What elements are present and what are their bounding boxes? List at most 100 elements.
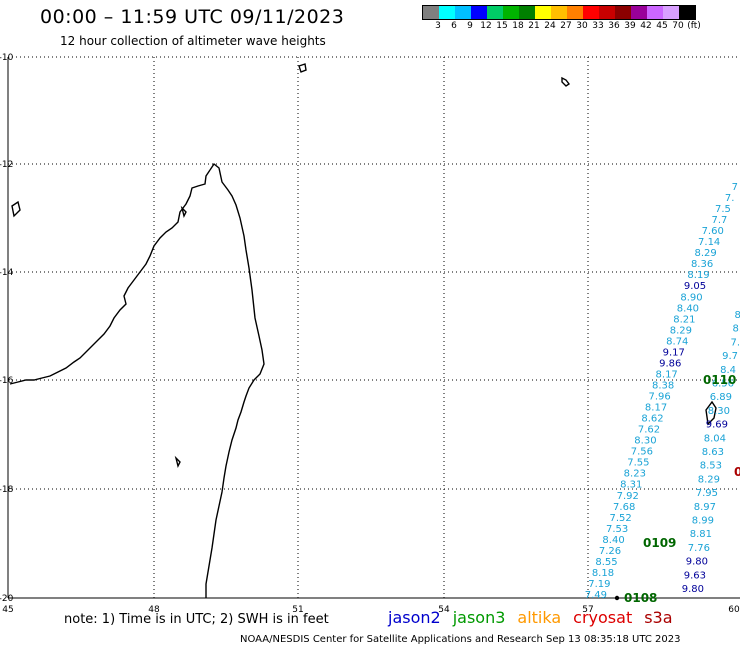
wave-height-value: 7.5 bbox=[715, 204, 731, 215]
colorbar-label: 9 bbox=[467, 21, 473, 31]
colorbar-swatch bbox=[503, 6, 519, 19]
longitude-tick-label: 54 bbox=[438, 605, 450, 615]
colorbar-swatch bbox=[551, 6, 567, 19]
wave-height-value: 8.53 bbox=[700, 461, 722, 472]
wave-height-value: 8. bbox=[734, 310, 740, 321]
wave-height-value: 8.40 bbox=[677, 303, 699, 314]
wave-height-value: 9.63 bbox=[684, 570, 706, 581]
wave-height-value: 8.04 bbox=[704, 433, 726, 444]
colorbar-label: 70 bbox=[672, 21, 684, 31]
wave-height-value: 7.49 bbox=[585, 590, 607, 601]
colorbar-swatch bbox=[583, 6, 599, 19]
wave-height-value: 8.17 bbox=[656, 369, 678, 380]
wave-height-value: 9.69 bbox=[706, 420, 728, 431]
colorbar-swatch bbox=[615, 6, 631, 19]
wave-height-value: 8.23 bbox=[624, 469, 646, 480]
colorbar-label: 39 bbox=[624, 21, 636, 31]
colorbar-label: 6 bbox=[451, 21, 457, 31]
wave-height-value: 8.63 bbox=[702, 447, 724, 458]
map-title: 00:00 – 11:59 UTC 09/11/2023 bbox=[40, 6, 345, 28]
wave-height-value: 6.89 bbox=[710, 392, 732, 403]
colorbar-swatch bbox=[631, 6, 647, 19]
wave-height-value: 7.53 bbox=[606, 524, 628, 535]
wave-height-value: 8.62 bbox=[641, 414, 663, 425]
satellite-legend-item: jason2 bbox=[388, 608, 441, 627]
wave-height-value: 8.40 bbox=[602, 535, 624, 546]
wave-height-value: 6.56 bbox=[712, 379, 734, 390]
pass-time-label: 0109 bbox=[643, 536, 676, 550]
wave-height-value: 8.30 bbox=[708, 406, 730, 417]
colorbar-label: 3 bbox=[435, 21, 441, 31]
satellite-legend-item: cryosat bbox=[573, 608, 633, 627]
colorbar-label: 15 bbox=[496, 21, 508, 31]
wave-height-value: 9.80 bbox=[686, 557, 708, 568]
wave-height-value: 9.05 bbox=[684, 281, 706, 292]
colorbar-label: 36 bbox=[608, 21, 620, 31]
wave-height-value: 8.29 bbox=[694, 248, 716, 259]
satellite-legend-item: altika bbox=[517, 608, 562, 627]
wave-height-value: 8.38 bbox=[652, 380, 674, 391]
wave-height-value: 8.29 bbox=[698, 474, 720, 485]
colorbar-swatch bbox=[423, 6, 439, 19]
wave-height-value: 8.55 bbox=[595, 557, 617, 568]
wave-height-value: 8.30 bbox=[634, 436, 656, 447]
wave-height-value: 8.17 bbox=[645, 403, 667, 414]
wave-height-value: 7.7 bbox=[711, 215, 727, 226]
colorbar-label: 27 bbox=[560, 21, 572, 31]
track-start-marker bbox=[614, 595, 620, 601]
wave-height-value: 7. bbox=[730, 337, 740, 348]
wave-height-value: 7.95 bbox=[696, 488, 718, 499]
colorbar-swatch bbox=[471, 6, 487, 19]
wave-height-value: 8.90 bbox=[680, 292, 702, 303]
latitude-tick-label: -16 bbox=[0, 376, 14, 386]
colorbar-swatch bbox=[567, 6, 583, 19]
wave-height-value: 7.76 bbox=[688, 543, 710, 554]
colorbar-swatch bbox=[679, 6, 695, 19]
wave-height-value: 8.29 bbox=[670, 325, 692, 336]
wave-height-value: 8.97 bbox=[694, 502, 716, 513]
latitude-tick-label: -18 bbox=[0, 485, 14, 495]
longitude-tick-label: 57 bbox=[582, 605, 593, 615]
latitude-tick-label: -20 bbox=[0, 594, 14, 604]
pass-time-label: 0108 bbox=[624, 591, 657, 605]
longitude-tick-label: 60 bbox=[728, 605, 740, 615]
colorbar-label: 12 bbox=[480, 21, 492, 31]
colorbar-swatch bbox=[599, 6, 615, 19]
wave-height-value: 7.60 bbox=[702, 226, 724, 237]
wave-height-value: 7 bbox=[732, 182, 738, 193]
pass-time-labels: 0108 0109 0110 0 bbox=[614, 373, 740, 605]
colorbar-label: 45 bbox=[656, 21, 668, 31]
colorbar-swatch bbox=[487, 6, 503, 19]
altimeter-track-left: 7.497.198.188.557.268.407.537.527.687.92… bbox=[585, 182, 738, 601]
colorbar-swatch bbox=[535, 6, 551, 19]
satellite-legend-item: s3a bbox=[644, 608, 673, 627]
colorbar-swatch bbox=[519, 6, 535, 19]
latitude-tick-label: -12 bbox=[0, 160, 13, 170]
wave-height-value: 9.86 bbox=[659, 358, 681, 369]
units-note: note: 1) Time is in UTC; 2) SWH is in fe… bbox=[64, 612, 329, 627]
colorbar-swatch bbox=[455, 6, 471, 19]
satellite-legend: jason2 jason3 altika cryosat s3a bbox=[388, 608, 685, 627]
wave-height-value: 7.96 bbox=[648, 392, 670, 403]
colorbar-label: 24 bbox=[544, 21, 556, 31]
wave-height-value: 7. bbox=[725, 193, 735, 204]
wave-height-value: 9.17 bbox=[663, 347, 685, 358]
pass-time-label: 0110 bbox=[703, 373, 736, 387]
longitude-tick-label: 48 bbox=[148, 605, 160, 615]
wave-height-value: 8.36 bbox=[691, 259, 713, 270]
wave-height-value: 7.19 bbox=[588, 579, 610, 590]
colorbar-swatch bbox=[647, 6, 663, 19]
wave-height-value: 8.74 bbox=[666, 336, 688, 347]
wave-height-value: 7.68 bbox=[613, 502, 635, 513]
colorbar-labels: 3 6 9 12 15 18 21 24 27 30 33 36 39 42 45 70 (ft) bbox=[422, 21, 740, 33]
wave-height-value: 8.31 bbox=[620, 480, 642, 491]
wave-height-value: 8.4 bbox=[720, 365, 736, 376]
wave-height-value: 7.62 bbox=[638, 425, 660, 436]
wave-height-value: 7.92 bbox=[617, 491, 639, 502]
colorbar-label: 18 bbox=[512, 21, 524, 31]
wave-height-value: 7.52 bbox=[610, 513, 632, 524]
longitude-tick-label: 51 bbox=[292, 605, 303, 615]
colorbar-label: 21 bbox=[528, 21, 540, 31]
wave-height-value: 7.14 bbox=[698, 237, 720, 248]
